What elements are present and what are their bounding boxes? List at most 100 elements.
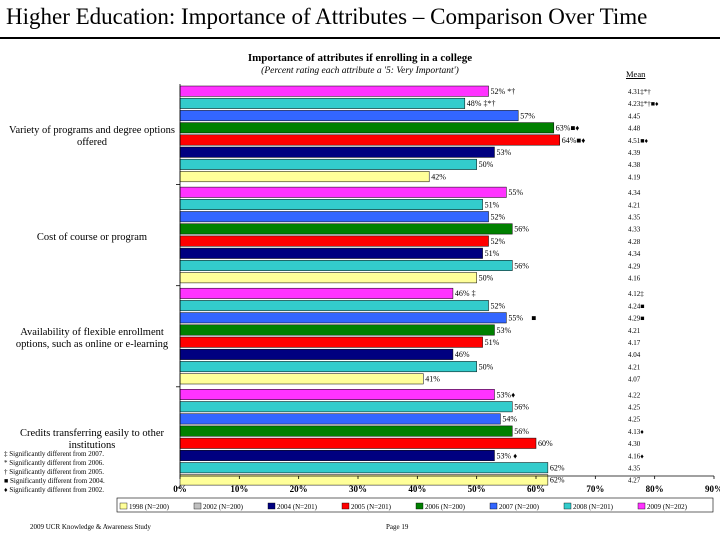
bar-4-2 <box>179 401 513 413</box>
mean-value: 4.27 <box>628 477 641 485</box>
mean-value: 4.16♦ <box>628 452 644 460</box>
bar-value-label: 53% <box>496 148 511 157</box>
bar-4-3 <box>179 413 501 425</box>
mean-value: 4.25 <box>628 404 641 412</box>
bar-value-label: 51% <box>485 338 500 347</box>
mean-value: 4.16 <box>628 275 641 283</box>
mean-value: 4.45 <box>628 112 641 120</box>
bar-value-label: 56% <box>514 427 529 436</box>
bar-value-label: 56% <box>514 403 529 412</box>
bar-3-6 <box>179 348 454 360</box>
mean-value: 4.39 <box>628 149 641 157</box>
mean-value: 4.21 <box>628 363 641 371</box>
x-tick-label: 80% <box>646 484 664 494</box>
mean-value: 4.19 <box>628 173 641 181</box>
x-tick-label: 40% <box>408 484 426 494</box>
mean-value: 4.38 <box>628 161 641 169</box>
bar-4-6 <box>179 450 495 461</box>
mean-value: 4.22 <box>628 391 641 399</box>
mean-value: 4.51■♦ <box>628 137 648 145</box>
mean-value: 4.30 <box>628 440 641 448</box>
x-tick-label: 70% <box>586 484 604 494</box>
bar-value-label: 55% <box>508 314 523 323</box>
bar-value-label: 41% <box>425 375 440 384</box>
mean-value: 4.07 <box>628 376 641 384</box>
slide-title: Higher Education: Importance of Attribut… <box>6 4 648 29</box>
bar-value-label: 51% <box>485 249 500 258</box>
bar-value-label: 54% <box>502 415 517 424</box>
mean-value: 4.35 <box>628 465 641 473</box>
bar-value-label: 62% <box>550 464 565 473</box>
chart-title: Importance of attributes if enrolling in… <box>247 52 473 64</box>
bar-value-label: 51% <box>485 200 500 209</box>
legend-entry: 2007 (N=200) <box>499 503 540 511</box>
bar-value-label: 46% <box>455 350 470 359</box>
legend-swatch <box>489 502 498 510</box>
mean-value: 4.33 <box>628 226 641 234</box>
bar-3-7 <box>179 361 477 373</box>
mean-value: 4.35 <box>628 214 641 222</box>
mean-value: 4.48 <box>628 125 641 133</box>
mean-value: 4.21 <box>628 201 641 209</box>
mean-value: 4.29■ <box>628 315 644 323</box>
bar-value-label: 53%♦ <box>496 390 515 399</box>
bar-1-7 <box>179 158 477 170</box>
bar-value-label: 50% <box>479 160 494 169</box>
category-label: Variety of programs and degree options <box>9 125 175 136</box>
category-label: Availability of flexible enrollment <box>20 327 164 338</box>
bar-2-8 <box>179 272 477 284</box>
mean-value: 4.31‡*† <box>628 88 651 96</box>
legend-entry: 2002 (N=200) <box>203 503 244 511</box>
bar-2-3 <box>179 211 489 223</box>
mean-value: 4.12‡ <box>628 290 644 298</box>
legend-swatch <box>341 502 350 510</box>
legend-swatch <box>193 502 202 510</box>
mean-value: 4.17 <box>628 339 641 347</box>
mean-value: 4.13♦ <box>628 428 644 436</box>
bar-value-label: 52% <box>491 301 506 310</box>
category-label: institutions <box>69 440 116 451</box>
bar-2-5 <box>179 235 489 247</box>
bar-value-label: 50% <box>479 362 494 371</box>
bar-2-4 <box>179 223 513 235</box>
significance-note: ♦ Significantly different from 2002. <box>4 486 104 494</box>
legend-swatch <box>563 502 572 510</box>
bar-value-label: 48% ‡*† <box>467 99 496 108</box>
bar-1-3 <box>179 110 519 122</box>
bar-4-4 <box>179 425 513 437</box>
bar-value-label: 56% <box>514 225 529 234</box>
bar-2-7 <box>179 260 513 271</box>
bar-3-2 <box>179 300 489 312</box>
category-label: options, such as online or e-learning <box>16 339 169 350</box>
bar-value-label: 64%■♦ <box>562 136 586 145</box>
bar-value-label: 62% <box>550 476 565 485</box>
legend-entry: 2004 (N=201) <box>277 503 318 511</box>
x-tick-label: 20% <box>290 484 308 494</box>
x-tick-label: 0% <box>173 484 187 494</box>
bar-value-label: 52% <box>491 213 506 222</box>
bar-3-1 <box>179 287 454 299</box>
legend-entry: 2008 (N=201) <box>573 503 614 511</box>
bar-1-4 <box>179 122 555 134</box>
bar-value-label: 42% <box>431 172 446 181</box>
category-label: Cost of course or program <box>37 232 147 243</box>
bar-4-8 <box>179 474 549 486</box>
mean-column-header: Mean <box>626 69 646 79</box>
footer-study-name: 2009 UCR Knowledge & Awareness Study <box>30 523 151 531</box>
legend-entry: 2009 (N=202) <box>647 503 688 511</box>
bar-3-8 <box>179 373 424 385</box>
legend-swatch <box>637 502 646 510</box>
bar-value-label: 46% ‡ <box>455 289 476 298</box>
legend-swatch <box>119 502 128 510</box>
category-label: Credits transferring easily to other <box>20 428 165 439</box>
bar-1-8 <box>179 171 430 183</box>
legend-swatch <box>415 502 424 510</box>
bar-4-5 <box>179 437 537 449</box>
bar-3-3 <box>179 312 507 324</box>
mean-value: 4.28 <box>628 238 641 246</box>
significance-note: * Significantly different from 2006. <box>4 459 104 467</box>
bar-1-2 <box>179 97 466 109</box>
bar-value-label: 53% ♦ <box>496 451 517 460</box>
title-rule <box>0 37 720 39</box>
